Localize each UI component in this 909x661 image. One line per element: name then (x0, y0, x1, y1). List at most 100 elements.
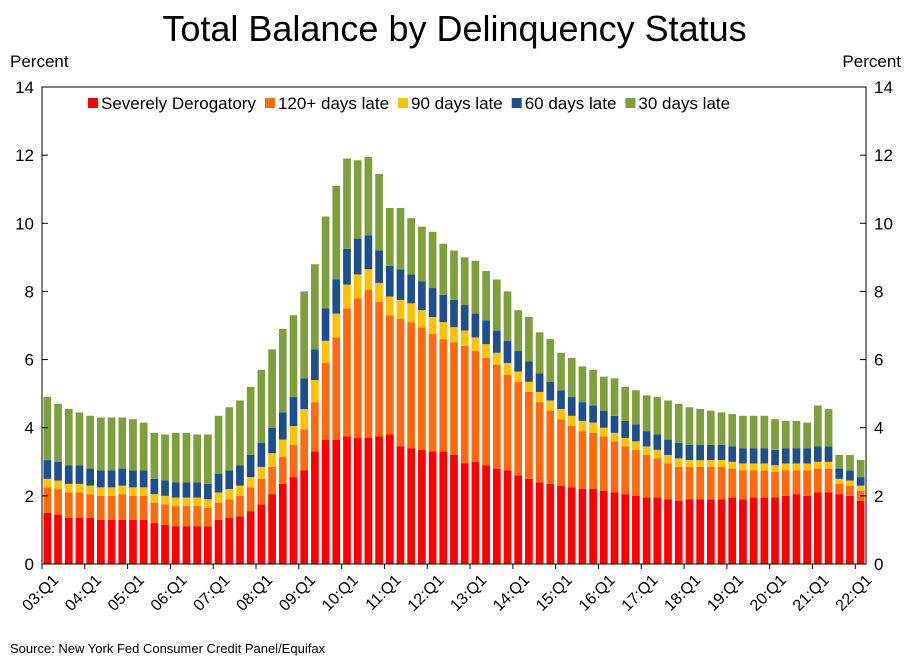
bar-segment-3-10:Q3 (364, 269, 373, 290)
bar-segment-5-20:Q3 (792, 420, 801, 449)
bar-segment-1-04:Q2 (97, 519, 105, 564)
bar-segment-2-09:Q2 (311, 402, 319, 452)
bar-segment-1-06:Q2 (182, 526, 191, 564)
x-tick-label: 06:Q1 (148, 572, 191, 615)
bar-segment-4-04:Q1 (86, 468, 94, 486)
bar-segment-1-11:Q4 (418, 449, 426, 564)
bar-segment-5-18:Q1 (685, 407, 694, 445)
bar-segment-2-21:Q3 (835, 483, 844, 495)
bar-segment-2-12:Q4 (460, 345, 469, 464)
y-tick-label-left: 12 (15, 146, 34, 165)
bar-segment-5-14:Q1 (514, 310, 523, 352)
bar-segment-1-10:Q2 (353, 437, 362, 564)
bar-segment-2-17:Q1 (642, 454, 651, 498)
bar-segment-2-20:Q4 (803, 470, 811, 496)
bar-segment-3-05:Q1 (129, 487, 137, 496)
bar-segment-5-13:Q4 (503, 291, 512, 341)
bar-segment-5-05:Q1 (129, 419, 137, 471)
bar-segment-5-12:Q2 (439, 243, 448, 295)
bar-segment-1-12:Q1 (428, 451, 437, 564)
bar-segment-5-07:Q1 (214, 415, 223, 474)
bar-segment-4-10:Q1 (343, 248, 351, 285)
bar-segment-3-03:Q3 (64, 483, 73, 493)
bar-segment-1-14:Q3 (535, 482, 544, 564)
bar-segment-3-04:Q1 (86, 485, 94, 495)
bar-segment-2-08:Q1 (257, 478, 266, 505)
bar-segment-4-10:Q2 (353, 238, 362, 275)
bar-segment-5-19:Q2 (739, 415, 747, 449)
bar-segment-4-15:Q1 (557, 390, 565, 409)
bar-segment-4-03:Q2 (54, 461, 62, 481)
bar-segment-3-13:Q2 (482, 344, 490, 358)
bar-segment-4-07:Q4 (246, 454, 255, 478)
bar-segment-2-10:Q2 (353, 298, 362, 438)
bar-segment-4-12:Q4 (460, 305, 469, 331)
bar-segment-1-14:Q2 (525, 478, 533, 564)
bar-segment-1-09:Q4 (332, 439, 341, 564)
bar-segment-1-14:Q1 (514, 475, 523, 564)
bar-segment-1-19:Q1 (728, 497, 737, 564)
bar-segment-2-15:Q2 (567, 426, 576, 488)
bar-segment-2-16:Q4 (632, 449, 640, 496)
bar-segment-2-19:Q4 (760, 470, 769, 498)
bar-segment-5-17:Q4 (674, 403, 683, 444)
bar-segment-3-08:Q2 (268, 453, 276, 467)
bar-segment-1-17:Q4 (674, 500, 683, 564)
bar-segment-1-22:Q1 (856, 500, 865, 564)
bar-segment-1-20:Q3 (792, 494, 801, 564)
bar-segment-1-12:Q2 (439, 451, 448, 564)
bar-segment-3-17:Q3 (664, 454, 672, 464)
bar-segment-1-17:Q2 (653, 497, 662, 564)
bar-segment-4-19:Q2 (739, 448, 747, 464)
bar-segment-2-12:Q1 (428, 334, 437, 452)
bar-segment-4-13:Q2 (482, 320, 490, 345)
x-tick-label: 17:Q1 (619, 572, 662, 615)
bar-segment-5-09:Q1 (300, 291, 309, 379)
bar-segment-5-20:Q4 (803, 422, 811, 449)
bar-segment-2-07:Q3 (236, 495, 244, 517)
bar-segment-1-14:Q4 (546, 483, 555, 564)
bar-segment-5-17:Q3 (664, 400, 672, 440)
bar-segment-3-22:Q1 (856, 485, 865, 491)
bar-segment-3-05:Q2 (139, 487, 148, 496)
bar-segment-4-20:Q4 (803, 448, 811, 464)
bar-segment-1-05:Q3 (150, 523, 159, 564)
x-tick-label: 21:Q1 (790, 572, 833, 615)
bar-segment-3-03:Q2 (54, 480, 62, 490)
bar-segment-4-11:Q3 (407, 274, 416, 304)
bar-segment-5-05:Q4 (161, 434, 169, 481)
bar-segment-4-15:Q4 (589, 405, 597, 423)
legend-label-4: 60 days late (525, 94, 617, 113)
bar-segment-4-22:Q1 (856, 477, 865, 486)
bar-segment-4-05:Q1 (129, 470, 137, 488)
bar-segment-3-08:Q1 (257, 466, 266, 479)
bar-segment-5-04:Q1 (86, 415, 94, 469)
bar-segment-3-13:Q3 (492, 352, 501, 365)
bar-segment-4-06:Q2 (182, 482, 191, 498)
bar-segment-5-08:Q4 (289, 315, 298, 398)
x-tick-label: 07:Q1 (191, 572, 234, 615)
bar-segment-4-09:Q4 (332, 279, 341, 314)
bar-segment-3-21:Q2 (824, 461, 833, 469)
y-tick-label-right: 12 (874, 146, 893, 165)
y-tick-label-left: 10 (15, 214, 34, 233)
bar-segment-2-07:Q2 (225, 499, 234, 518)
bar-segment-1-16:Q1 (599, 490, 608, 564)
bar-segment-5-19:Q1 (728, 414, 737, 447)
bar-segment-1-12:Q4 (460, 463, 469, 564)
bar-segment-3-20:Q2 (781, 463, 790, 471)
bar-segment-2-21:Q4 (846, 485, 854, 496)
bar-segment-4-03:Q1 (43, 460, 52, 479)
bar-segment-4-06:Q3 (193, 482, 202, 498)
bar-segment-2-07:Q1 (214, 502, 223, 520)
bar-segment-3-16:Q4 (632, 441, 640, 450)
bar-segment-3-17:Q4 (674, 458, 683, 467)
bar-segment-4-04:Q4 (118, 468, 127, 486)
bar-segment-1-03:Q2 (54, 514, 62, 564)
legend-swatch-5 (625, 98, 636, 108)
bar-segment-1-13:Q4 (503, 470, 512, 564)
bar-segment-2-14:Q3 (535, 402, 544, 483)
bar-segment-3-03:Q4 (75, 483, 84, 493)
bar-segment-4-13:Q4 (503, 340, 512, 363)
